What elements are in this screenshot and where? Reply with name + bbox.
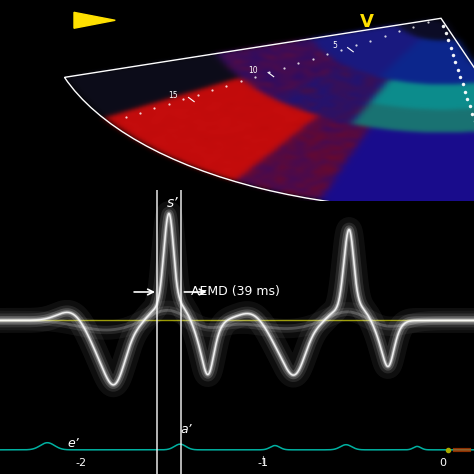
Text: AEMD (39 ms): AEMD (39 ms) [191,285,279,299]
Text: a’: a’ [180,423,191,436]
Text: -2: -2 [75,458,86,468]
Text: 15: 15 [169,91,178,100]
Text: V: V [360,13,374,31]
Text: e’: e’ [68,437,79,450]
Text: 10: 10 [248,66,258,75]
Text: s’: s’ [167,195,179,210]
Polygon shape [74,12,115,28]
Text: -1: -1 [257,458,269,468]
Text: 5: 5 [332,41,337,50]
Text: 0: 0 [440,458,447,468]
